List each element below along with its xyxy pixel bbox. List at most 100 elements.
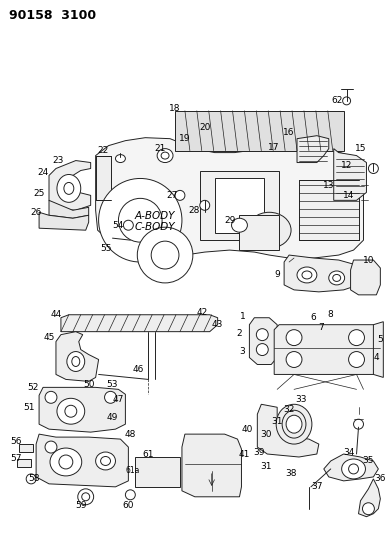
Text: 22: 22 [97,146,108,155]
Ellipse shape [137,227,193,283]
Ellipse shape [231,218,247,232]
Polygon shape [61,315,218,332]
Ellipse shape [59,455,73,469]
Text: 37: 37 [311,482,322,491]
Text: 5: 5 [377,335,383,344]
Ellipse shape [329,271,345,285]
Text: 41: 41 [239,449,250,458]
Text: 61a: 61a [125,466,140,475]
Polygon shape [39,387,125,432]
Text: 8: 8 [328,310,334,319]
Ellipse shape [125,490,135,500]
Polygon shape [350,260,380,295]
Polygon shape [182,434,242,497]
Text: 51: 51 [23,403,35,412]
Text: 30: 30 [261,430,272,439]
Text: 2: 2 [237,329,242,338]
Ellipse shape [161,152,169,159]
Polygon shape [49,160,91,211]
Ellipse shape [368,164,378,173]
Bar [19,444,33,452]
Polygon shape [334,149,366,200]
Text: 45: 45 [43,333,55,342]
Text: 56: 56 [11,437,22,446]
Ellipse shape [175,190,185,200]
Text: 16: 16 [283,128,295,137]
Text: 38: 38 [285,470,297,479]
Text: 20: 20 [199,123,210,132]
Text: 90158  3100: 90158 3100 [9,10,96,22]
Ellipse shape [98,179,182,262]
Polygon shape [249,318,277,365]
Text: 33: 33 [295,395,307,404]
Polygon shape [297,136,329,163]
Text: 27: 27 [166,191,178,200]
Polygon shape [258,404,319,457]
Ellipse shape [116,155,125,163]
Text: 53: 53 [107,380,118,389]
Ellipse shape [297,267,317,283]
Ellipse shape [200,200,210,211]
Text: 31: 31 [261,463,272,472]
Text: A-BODY
C-BODY: A-BODY C-BODY [135,211,175,232]
Ellipse shape [118,198,162,242]
Text: 48: 48 [124,430,136,439]
Ellipse shape [50,448,82,476]
Bar [299,181,359,240]
Text: 4: 4 [373,353,379,362]
Text: 12: 12 [341,161,352,170]
Text: 9: 9 [274,270,280,279]
Ellipse shape [286,330,302,345]
Text: 36: 36 [375,474,386,483]
Text: 50: 50 [83,380,95,389]
Ellipse shape [256,329,268,341]
Ellipse shape [105,391,116,403]
Text: 61: 61 [142,449,154,458]
Polygon shape [96,138,363,258]
Ellipse shape [276,404,312,444]
Ellipse shape [57,398,85,424]
Ellipse shape [123,220,133,230]
Polygon shape [274,325,380,375]
Bar [215,179,264,233]
Text: 47: 47 [113,395,124,404]
Ellipse shape [349,464,359,474]
Text: 14: 14 [343,191,354,200]
Text: 44: 44 [50,310,61,319]
Text: 55: 55 [100,244,111,253]
Text: 59: 59 [75,501,86,510]
Text: 13: 13 [323,181,335,190]
Text: 1: 1 [240,312,245,321]
Text: 39: 39 [254,448,265,457]
Text: 26: 26 [30,208,42,217]
Text: 49: 49 [107,413,118,422]
Text: 58: 58 [28,474,40,483]
Ellipse shape [286,352,302,367]
Text: 40: 40 [242,425,253,434]
Ellipse shape [354,419,363,429]
Bar [175,111,343,151]
Polygon shape [373,322,383,377]
Bar [240,215,279,250]
Ellipse shape [26,474,36,484]
Polygon shape [39,212,89,230]
Text: 21: 21 [154,144,166,153]
Text: 57: 57 [11,455,22,464]
Ellipse shape [78,489,94,505]
Ellipse shape [349,330,364,345]
Ellipse shape [65,405,77,417]
Polygon shape [359,479,380,516]
Ellipse shape [302,271,312,279]
Ellipse shape [82,493,90,501]
Text: 17: 17 [268,143,279,152]
Text: 15: 15 [355,144,366,153]
Text: 18: 18 [169,104,181,114]
Text: 6: 6 [310,313,316,322]
Ellipse shape [247,212,291,248]
Text: 52: 52 [28,383,39,392]
Ellipse shape [349,352,364,367]
Polygon shape [284,255,361,292]
Text: 46: 46 [133,365,144,374]
Ellipse shape [67,352,85,372]
Polygon shape [36,434,128,487]
